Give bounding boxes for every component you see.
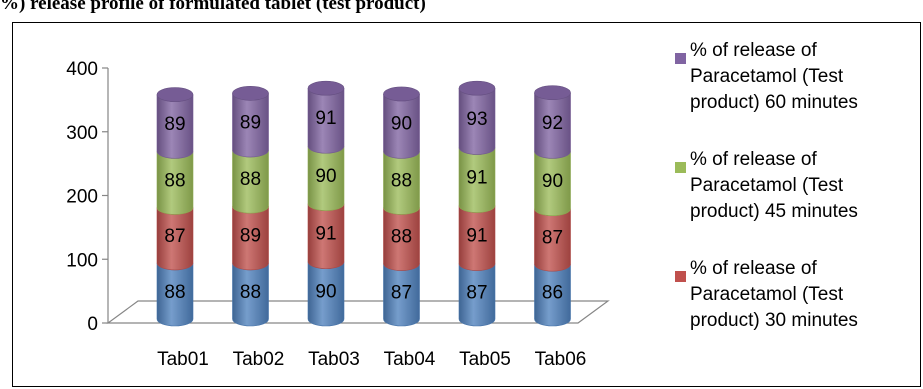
data-label: 89 [240, 226, 261, 247]
data-label: 88 [240, 282, 261, 303]
bars: 88 87 88 89 Tab01 88 89 88 89 Tab02 90 91 90 91 Tab03 8… [156, 80, 587, 370]
bar-top-cap [307, 80, 345, 96]
data-label: 91 [315, 224, 336, 245]
data-label: 87 [391, 282, 412, 303]
bar-stack: 90 91 90 91 [307, 80, 345, 327]
x-tick-label: Tab01 [157, 349, 209, 370]
data-label: 90 [315, 166, 336, 187]
y-tick-label: 200 [66, 187, 98, 208]
x-tick-label: Tab05 [459, 349, 511, 370]
chart-title: %) release profile of formulated tablet … [0, 0, 426, 14]
data-label: 92 [542, 113, 563, 134]
data-label: 90 [391, 114, 412, 135]
data-label: 88 [391, 226, 412, 247]
bar-top-cap [534, 85, 571, 100]
data-label: 91 [466, 168, 487, 189]
data-label: 88 [391, 170, 412, 191]
y-tick-label: 100 [66, 250, 98, 271]
data-label: 86 [542, 283, 563, 304]
chart-floor [106, 300, 610, 324]
x-tick-label: Tab02 [233, 349, 285, 370]
data-label: 88 [164, 282, 185, 303]
data-label: 88 [164, 170, 185, 191]
bar-top-cap [383, 86, 420, 102]
data-label: 90 [315, 281, 336, 302]
data-label: 88 [240, 169, 261, 190]
y-tick-label: 0 [87, 314, 98, 335]
data-label: 87 [164, 226, 185, 247]
bar-stack: 87 91 91 93 [458, 80, 496, 327]
x-tick-label: Tab06 [535, 349, 587, 370]
axes: 0 100 200 300 400 [66, 59, 109, 335]
y-tick-label: 300 [66, 123, 98, 144]
chart-area: 0 100 200 300 400 88 87 88 89 Tab01 88 89 88 89 Tab02… [12, 22, 921, 387]
legend-swatch-45min [675, 162, 686, 173]
x-tick-label: Tab03 [308, 349, 360, 370]
data-label: 91 [315, 108, 336, 129]
y-tick-label: 400 [66, 59, 98, 80]
bar-top-cap [458, 80, 496, 96]
legend-label-60min: % of release of Paracetamol (Test produc… [690, 40, 858, 113]
data-label: 90 [542, 171, 563, 192]
data-label: 91 [466, 226, 487, 247]
legend-swatch-30min [675, 271, 686, 282]
bar-stack: 87 88 88 90 [383, 86, 420, 327]
bar-top-cap [232, 86, 269, 101]
bar-stack: 88 87 88 89 [156, 87, 194, 327]
bar-stack: 86 87 90 92 [534, 85, 571, 327]
x-tick-label: Tab04 [384, 349, 436, 370]
bar-stack: 88 89 88 89 [232, 86, 269, 327]
plot-area: 0 100 200 300 400 88 87 88 89 Tab01 88 89 88 89 Tab02… [66, 59, 610, 370]
data-label: 89 [164, 114, 185, 135]
data-label: 87 [466, 282, 487, 303]
legend-swatch-60min [675, 53, 686, 64]
bar-top-cap [156, 87, 194, 102]
data-label: 87 [542, 227, 563, 248]
legend-label-45min: % of release of Paracetamol (Test produc… [690, 149, 858, 222]
legend-label-30min: % of release of Paracetamol (Test produc… [690, 258, 858, 331]
data-label: 93 [466, 109, 487, 130]
data-label: 89 [240, 113, 261, 134]
floor-plane [106, 300, 610, 324]
